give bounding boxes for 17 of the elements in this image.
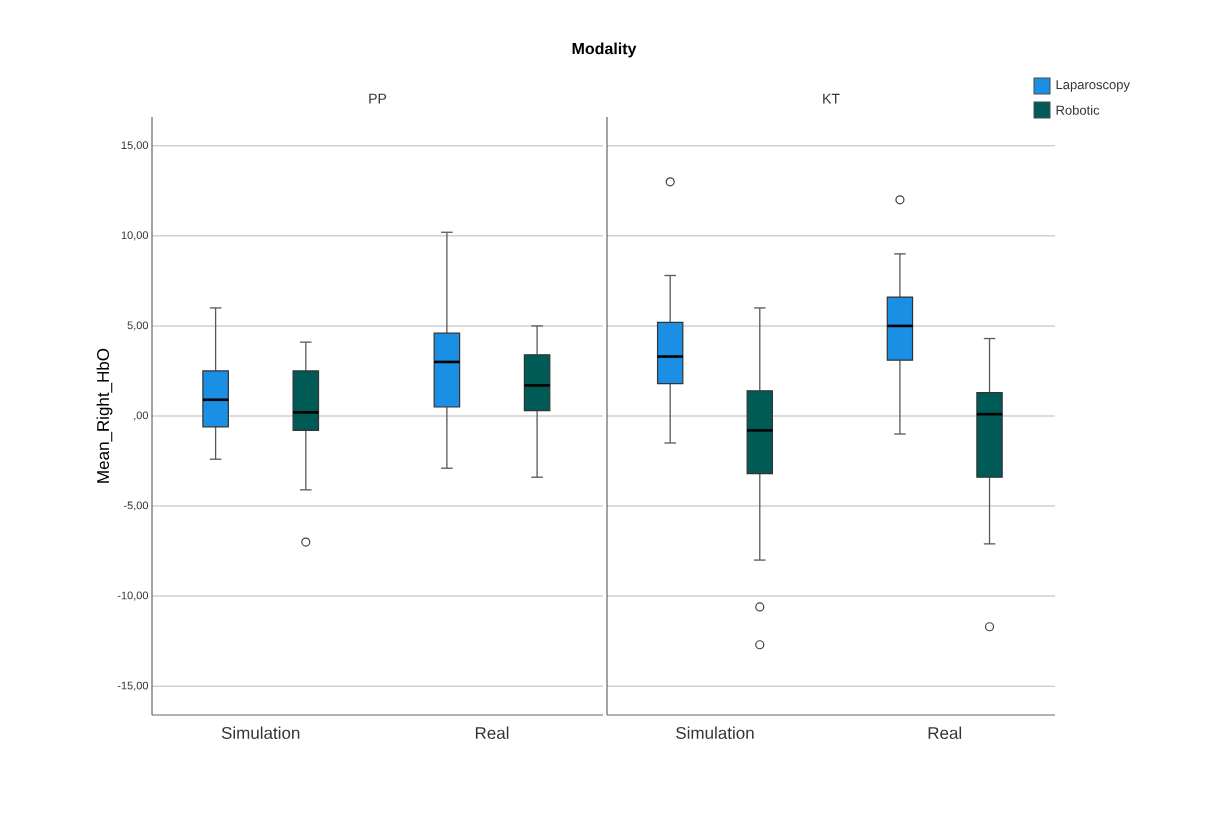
y-tick-label: 15,00: [121, 141, 149, 151]
chart-subtitle: KT: [823, 93, 840, 104]
x-tick-label: Real: [928, 726, 962, 740]
y-tick-label: 10,00: [121, 231, 149, 241]
x-tick-label: Simulation: [676, 726, 754, 740]
legend-label: Laparoscopy: [1056, 80, 1130, 92]
x-tick-label: Simulation: [221, 726, 300, 740]
chart-title: Modality: [572, 42, 637, 58]
y-tick-label: -5,00: [123, 501, 149, 511]
legend-label: Robotic: [1056, 105, 1100, 115]
y-tick-label: ,00: [134, 411, 149, 421]
chart-subtitle: PP: [369, 93, 387, 104]
y-tick-label: -10,00: [117, 591, 149, 601]
x-tick-label: Real: [475, 726, 509, 740]
y-axis-title: Mean_Right_HbO: [96, 348, 113, 483]
y-tick-label: 5,00: [127, 321, 149, 331]
y-tick-label: -15,00: [117, 681, 149, 691]
